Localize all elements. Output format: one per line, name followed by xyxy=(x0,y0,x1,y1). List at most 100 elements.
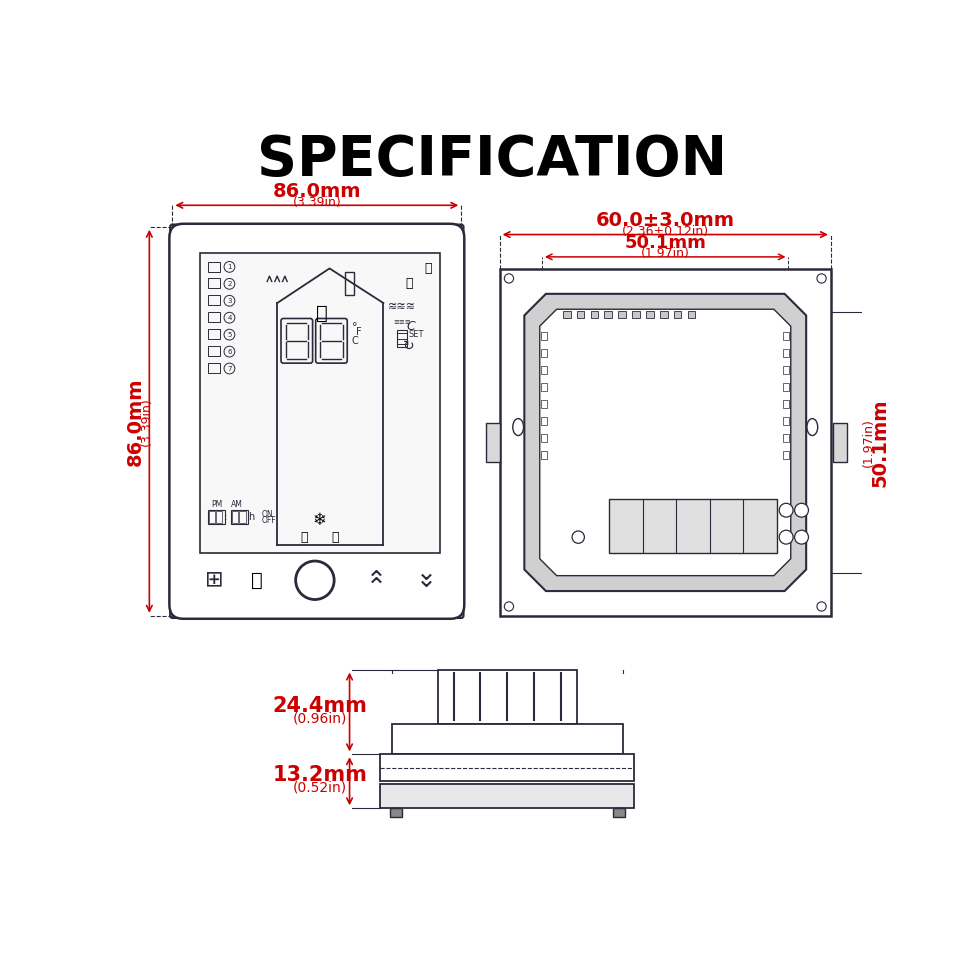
Text: ⊞: ⊞ xyxy=(204,570,224,590)
Text: °: ° xyxy=(352,322,358,332)
Text: AM: AM xyxy=(231,499,243,509)
Bar xyxy=(590,311,598,319)
Bar xyxy=(231,511,238,523)
Text: SET: SET xyxy=(408,330,423,339)
Bar xyxy=(208,347,220,356)
Bar xyxy=(380,755,635,781)
Text: h: h xyxy=(248,512,254,522)
Bar xyxy=(208,278,220,288)
FancyBboxPatch shape xyxy=(169,224,465,619)
Text: (3.39in): (3.39in) xyxy=(293,196,341,208)
Text: ≋≋≋: ≋≋≋ xyxy=(388,302,416,312)
Text: 2: 2 xyxy=(228,281,231,287)
Text: 🌡: 🌡 xyxy=(316,303,327,323)
FancyBboxPatch shape xyxy=(170,225,464,618)
Text: ⏰: ⏰ xyxy=(331,531,339,543)
Bar xyxy=(345,273,354,296)
Text: F: F xyxy=(356,326,362,337)
Text: C: C xyxy=(406,320,415,333)
Bar xyxy=(783,383,789,391)
Text: (1.97in): (1.97in) xyxy=(641,247,689,259)
Bar xyxy=(609,498,777,553)
Bar xyxy=(208,511,215,523)
Bar xyxy=(208,510,225,524)
Text: 3: 3 xyxy=(228,298,231,303)
Bar xyxy=(783,400,789,408)
Bar xyxy=(618,311,626,319)
Bar xyxy=(783,332,789,340)
Text: 5: 5 xyxy=(228,331,231,338)
Polygon shape xyxy=(540,309,791,576)
Text: SPECIFICATION: SPECIFICATION xyxy=(257,132,727,187)
Bar xyxy=(541,400,547,408)
Circle shape xyxy=(296,561,334,600)
Text: 7: 7 xyxy=(228,366,231,372)
Bar xyxy=(660,311,667,319)
Text: 🔥: 🔥 xyxy=(300,531,308,543)
Text: 86.0mm: 86.0mm xyxy=(126,377,145,466)
Text: ❄: ❄ xyxy=(313,512,326,529)
Bar xyxy=(392,724,623,755)
Bar xyxy=(208,312,220,323)
Bar xyxy=(216,511,223,523)
Bar xyxy=(674,311,682,319)
Circle shape xyxy=(795,530,808,544)
Text: (1.97in): (1.97in) xyxy=(862,418,875,467)
Bar xyxy=(231,510,248,524)
Bar xyxy=(397,330,406,347)
Circle shape xyxy=(795,503,808,517)
Circle shape xyxy=(780,503,793,517)
Ellipse shape xyxy=(513,419,523,436)
Bar xyxy=(541,417,547,424)
Text: 📶: 📶 xyxy=(405,277,413,290)
Bar xyxy=(486,423,500,462)
Text: ⌃: ⌃ xyxy=(366,568,387,592)
Text: ⌄: ⌄ xyxy=(416,568,437,592)
Bar xyxy=(783,366,789,374)
Text: 86.0mm: 86.0mm xyxy=(273,182,361,201)
Text: 🔒: 🔒 xyxy=(424,262,432,275)
Text: (2.36±0.12in): (2.36±0.12in) xyxy=(622,225,708,238)
Bar xyxy=(380,783,635,808)
Bar xyxy=(541,434,547,442)
Bar xyxy=(541,451,547,459)
Text: ⌄: ⌄ xyxy=(416,561,437,585)
Bar xyxy=(500,269,830,615)
Bar xyxy=(208,329,220,339)
Bar xyxy=(783,417,789,424)
Text: ↻: ↻ xyxy=(403,339,415,352)
Bar xyxy=(612,808,625,817)
Text: 1: 1 xyxy=(228,264,231,270)
Bar xyxy=(783,349,789,357)
Bar xyxy=(541,383,547,391)
Ellipse shape xyxy=(807,419,818,436)
Bar xyxy=(430,724,585,732)
Bar xyxy=(833,423,847,462)
Bar xyxy=(541,366,547,374)
Bar xyxy=(541,332,547,340)
Text: 24.4mm: 24.4mm xyxy=(273,696,368,716)
Text: C: C xyxy=(351,336,358,346)
Text: OFF: OFF xyxy=(262,516,276,525)
Text: (0.96in): (0.96in) xyxy=(293,711,348,725)
Text: 6: 6 xyxy=(228,348,231,354)
Bar xyxy=(239,511,246,523)
Text: 60.0±3.0mm: 60.0±3.0mm xyxy=(596,211,734,230)
Bar xyxy=(390,808,402,817)
Text: ≡≡≡: ≡≡≡ xyxy=(393,320,411,325)
Bar xyxy=(783,434,789,442)
Bar xyxy=(605,311,612,319)
Text: :: : xyxy=(224,512,228,522)
Bar xyxy=(541,349,547,357)
Text: 4: 4 xyxy=(228,315,231,321)
Bar xyxy=(208,296,220,305)
Text: (3.39in): (3.39in) xyxy=(140,396,153,445)
Text: ⏱: ⏱ xyxy=(252,571,263,589)
Bar xyxy=(563,311,570,319)
Bar xyxy=(687,311,695,319)
Text: 50.1mm: 50.1mm xyxy=(624,234,707,252)
Text: PM: PM xyxy=(211,499,223,509)
Circle shape xyxy=(780,530,793,544)
Text: (0.52in): (0.52in) xyxy=(293,780,348,795)
Bar xyxy=(208,363,220,373)
